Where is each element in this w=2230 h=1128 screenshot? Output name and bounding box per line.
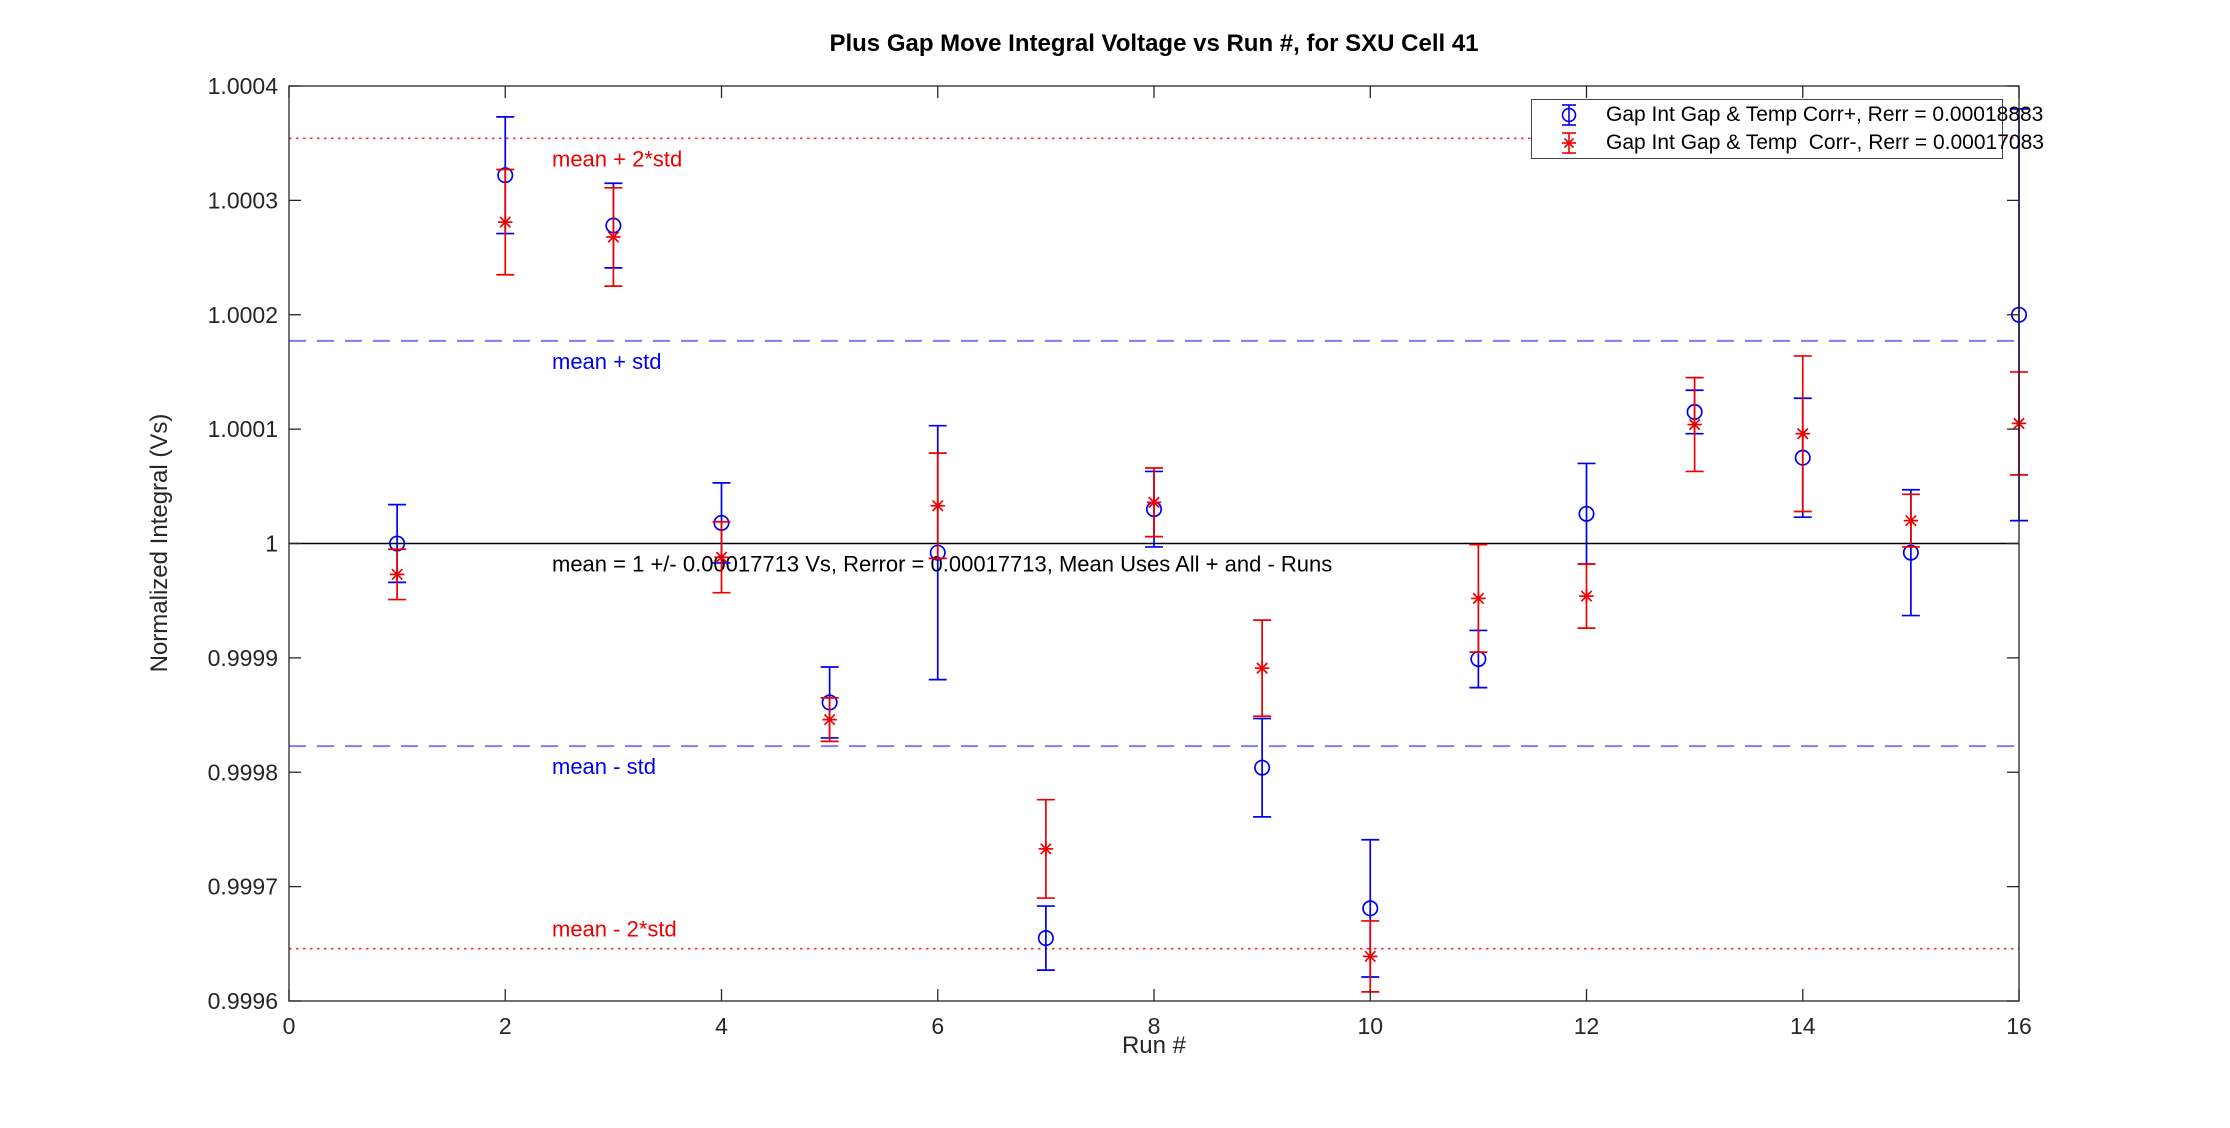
x-tick-label: 4 bbox=[715, 1013, 728, 1039]
data-point-circle bbox=[1362, 900, 1379, 917]
data-point-asterisk bbox=[1146, 495, 1162, 510]
legend: Gap Int Gap & Temp Corr+, Rerr = 0.00018… bbox=[1531, 99, 2044, 159]
reference-lines: mean + 2*std mean + std mean = 1 +/- 0.000… bbox=[289, 137, 2019, 950]
x-tick-label: 16 bbox=[2006, 1013, 2032, 1039]
ref-line-label-2: mean = 1 +/- 0.00017713 Vs, Rerror = 0.0… bbox=[552, 552, 1332, 577]
chart-title: Plus Gap Move Integral Voltage vs Run #,… bbox=[829, 30, 1479, 57]
ref-line-label-4: mean - 2*std bbox=[552, 917, 677, 942]
y-tick-label: 0.9999 bbox=[208, 645, 278, 671]
legend-marker-corr-plus-icon bbox=[1532, 102, 1606, 128]
data-point-asterisk bbox=[822, 712, 837, 727]
data-point-asterisk bbox=[1903, 513, 1919, 528]
ref-line-label-0: mean + 2*std bbox=[552, 146, 682, 171]
y-tick-label: 1.0002 bbox=[208, 302, 278, 328]
legend-entry-corr-minus: Gap Int Gap & Temp Corr-, Rerr = 0.00017… bbox=[1532, 130, 2044, 157]
data-point-asterisk bbox=[606, 229, 621, 245]
data-point-circle bbox=[1037, 930, 1054, 947]
legend-label-corr-minus: Gap Int Gap & Temp Corr-, Rerr = 0.00017… bbox=[1606, 131, 2044, 155]
y-tick-label: 1.0004 bbox=[208, 73, 279, 99]
x-tick-label: 0 bbox=[283, 1013, 296, 1039]
axes-box: 0 2 4 6 8 10 12 14 16 0.9996 0.9997 0.9998 0.9999 1 1.… bbox=[208, 73, 2032, 1039]
ref-line-label-1: mean + std bbox=[552, 349, 661, 374]
data-point-asterisk bbox=[930, 498, 945, 513]
data-point-asterisk bbox=[1038, 841, 1054, 857]
y-tick-label: 1.0003 bbox=[208, 187, 278, 213]
data-point-asterisk bbox=[1687, 417, 1702, 432]
legend-label-corr-plus: Gap Int Gap & Temp Corr+, Rerr = 0.00018… bbox=[1606, 102, 2044, 126]
ref-line-label-3: mean - std bbox=[552, 754, 656, 779]
y-tick-label: 1.0001 bbox=[208, 416, 278, 442]
x-tick-label: 8 bbox=[1148, 1013, 1161, 1039]
data-point-asterisk bbox=[1471, 591, 1486, 606]
data-point-asterisk bbox=[1363, 949, 1378, 964]
series-corr-minus bbox=[388, 168, 2028, 993]
data-point-circle bbox=[1254, 759, 1271, 776]
y-tick-label: 1 bbox=[265, 531, 278, 557]
y-axis-label: Normalized Integral (Vs) bbox=[146, 413, 173, 673]
x-tick-label: 14 bbox=[1790, 1013, 1816, 1039]
data-point-asterisk bbox=[714, 550, 729, 565]
data-point-asterisk bbox=[1795, 426, 1810, 441]
data-point-asterisk bbox=[1579, 588, 1594, 604]
x-tick-label: 10 bbox=[1357, 1013, 1383, 1039]
y-tick-label: 0.9997 bbox=[208, 874, 278, 900]
x-tick-label: 12 bbox=[1574, 1013, 1600, 1039]
x-axis-label: Run # bbox=[1121, 1032, 1187, 1059]
y-tick-label: 0.9996 bbox=[208, 988, 278, 1014]
x-tick-label: 6 bbox=[931, 1013, 944, 1039]
legend-marker-corr-minus-icon bbox=[1532, 130, 1606, 156]
legend-entry-corr-plus: Gap Int Gap & Temp Corr+, Rerr = 0.00018… bbox=[1532, 101, 2043, 128]
x-tick-label: 2 bbox=[499, 1013, 512, 1039]
y-tick-label: 0.9998 bbox=[208, 759, 278, 785]
data-point-circle bbox=[1578, 505, 1595, 522]
data-point-asterisk bbox=[498, 214, 513, 230]
data-point-asterisk bbox=[389, 567, 405, 582]
data-point-asterisk bbox=[1254, 660, 1270, 676]
